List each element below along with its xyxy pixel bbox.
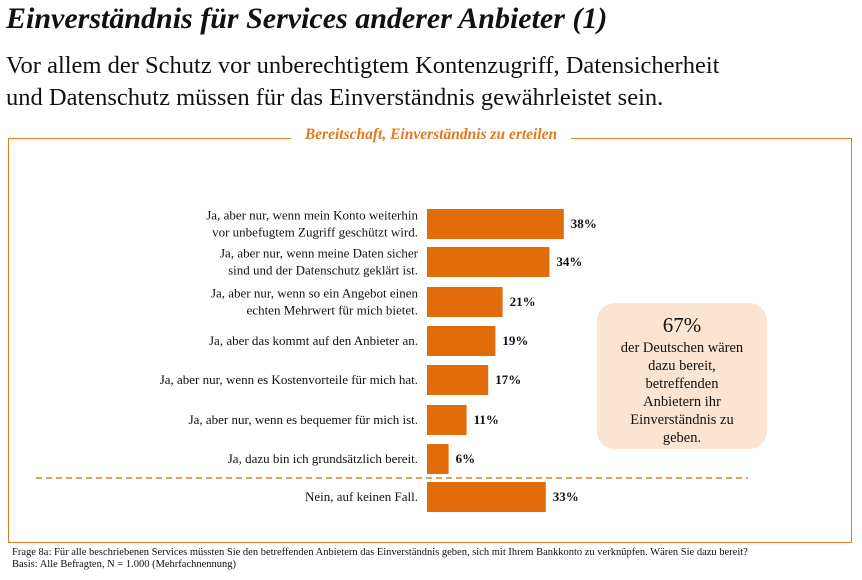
callout-text: der Deutschen wären dazu bereit, betreff… [597,337,767,447]
bar-value-label: 34% [556,254,582,269]
category-label: Ja, aber nur, wenn meine Daten sicher [220,246,419,261]
category-label: Ja, dazu bin ich grundsätzlich bereit. [228,451,418,466]
category-label: vor unbefugtem Zugriff geschützt wird. [212,225,418,240]
bar-value-label: 6% [456,451,476,466]
callout-percentage: 67% [662,313,702,337]
page-subtitle: Vor allem der Schutz vor unberechtigtem … [6,50,719,114]
category-label: Ja, aber nur, wenn so ein Angebot einen [211,286,419,301]
callout-line: betreffenden [645,376,719,392]
bar-8 [427,482,546,512]
bar-7 [427,444,449,474]
category-label: Ja, aber das kommt auf den Anbieter an. [209,333,418,348]
category-label: Ja, aber nur, wenn es bequemer für mich … [189,412,418,427]
category-label: echten Mehrwert für mich bietet. [247,303,418,318]
summary-callout: 67% der Deutschen wären dazu bereit, bet… [597,303,767,449]
bar-5 [427,365,489,395]
bar-value-label: 33% [553,489,579,504]
bar-value-label: 21% [510,294,536,309]
page-title: Einverständnis für Services anderer Anbi… [6,2,608,35]
callout-line: der Deutschen wären [620,340,744,356]
callout-line: geben. [662,430,702,446]
bar-value-label: 17% [495,372,521,387]
category-label: Nein, auf keinen Fall. [305,489,418,504]
footnote-basis: Basis: Alle Befragten, N = 1.000 (Mehrfa… [12,559,237,570]
bar-6 [427,405,467,435]
bar-2 [427,247,550,277]
subtitle-line-1: Vor allem der Schutz vor unberechtigtem … [6,52,720,79]
category-label: sind und der Datenschutz geklärt ist. [228,263,418,278]
callout-line: Anbietern ihr [643,394,721,410]
category-label: Ja, aber nur, wenn es Kostenvorteile für… [160,372,418,387]
footnote: Frage 8a: Für alle beschriebenen Service… [12,547,748,571]
bar-value-label: 19% [502,333,528,348]
bar-value-label: 11% [474,412,499,427]
category-label: Ja, aber nur, wenn mein Konto weiterhin [206,208,418,223]
bar-1 [427,209,564,239]
callout-line: Einverständnis zu [630,412,734,428]
footnote-question: Frage 8a: Für alle beschriebenen Service… [12,547,748,558]
bar-4 [427,326,496,356]
bar-3 [427,287,503,317]
callout-line: dazu bereit, [648,358,716,374]
bar-value-label: 38% [571,216,597,231]
subtitle-line-2: und Datenschutz müssen für das Einverstä… [6,84,664,111]
